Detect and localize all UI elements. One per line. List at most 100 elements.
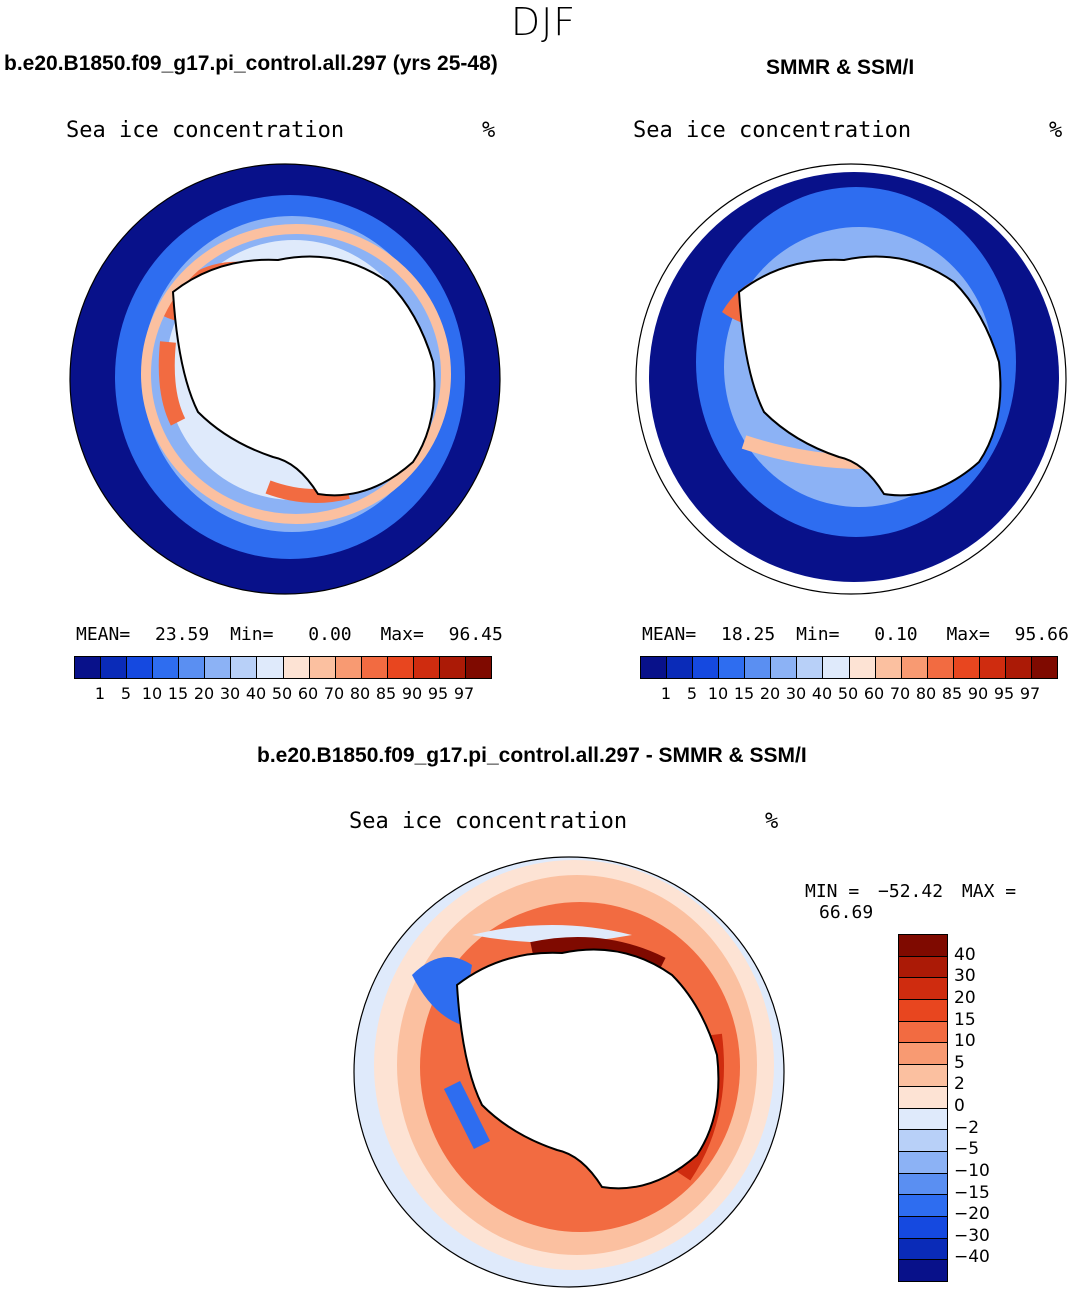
colorbar-segment: [283, 657, 310, 678]
colorbar-segment: [899, 978, 947, 1001]
colorbar-tick-label: 0: [954, 1096, 965, 1116]
diff-colorbar-ticks: 40 30 20 15 10 5 2 0 −2 −5 −10 −15 −20 −30 −40: [954, 934, 1014, 1280]
colorbar-segment: [797, 657, 824, 678]
colorbar-tick-label: 20: [193, 684, 215, 703]
colorbar-tick-label: 60: [863, 684, 885, 703]
colorbar-segment: [899, 1130, 947, 1152]
colorbar-segment: [153, 657, 180, 678]
colorbar-tick-label: 97: [1019, 684, 1041, 703]
model-min-label: Min=: [230, 624, 274, 645]
diff-stats: MIN = −52.42 MAX = 66.69: [805, 881, 1087, 923]
colorbar-tick-label: 10: [141, 684, 163, 703]
colorbar-tick-label: 40: [811, 684, 833, 703]
colorbar-tick-label: 30: [785, 684, 807, 703]
colorbar-segment: [231, 657, 258, 678]
colorbar-tick-label: 90: [967, 684, 989, 703]
colorbar-tick-label: 5: [120, 684, 132, 703]
colorbar-tick-label: −2: [954, 1117, 980, 1138]
colorbar-tick-label: −40: [954, 1247, 990, 1268]
colorbar-tick-label: 80: [915, 684, 937, 703]
colorbar-segment: [387, 657, 414, 678]
colorbar-tick-label: 50: [837, 684, 859, 703]
colorbar-segment: [309, 657, 336, 678]
colorbar-segment: [899, 1260, 947, 1281]
colorbar-segment: [179, 657, 206, 678]
colorbar-tick-label: 40: [954, 944, 976, 965]
obs-polar-map: [635, 163, 1067, 595]
colorbar-segment: [899, 1043, 947, 1066]
colorbar-segment: [719, 657, 746, 678]
colorbar-segment: [899, 1195, 947, 1217]
colorbar-segment: [899, 1000, 947, 1022]
colorbar-tick-label: 1: [660, 684, 672, 703]
colorbar-tick-label: −5: [954, 1139, 980, 1160]
diff-map-border: [353, 856, 785, 1288]
colorbar-segment: [361, 657, 388, 678]
model-map-border: [69, 163, 501, 595]
colorbar-segment: [257, 657, 284, 678]
colorbar-segment: [899, 1065, 947, 1087]
colorbar-segment: [875, 657, 902, 678]
obs-mean-value: 18.25: [721, 624, 776, 645]
colorbar-segment: [745, 657, 772, 678]
colorbar-tick-label: 30: [219, 684, 241, 703]
colorbar-segment: [899, 956, 947, 979]
diff-units-label: %: [765, 809, 779, 834]
colorbar-segment: [205, 657, 232, 678]
obs-min-label: Min=: [796, 624, 840, 645]
colorbar-segment: [823, 657, 850, 678]
colorbar-tick-label: 60: [297, 684, 319, 703]
colorbar-segment: [465, 657, 491, 678]
model-antarctica-coastline: [171, 255, 436, 497]
model-colorbar-ticks: 1 5 10 15 20 30 40 50 60 70 80 85 90 95 97: [87, 684, 477, 703]
colorbar-tick-label: 50: [271, 684, 293, 703]
obs-colorbar-ticks: 1 5 10 15 20 30 40 50 60 70 80 85 90 95 97: [653, 684, 1043, 703]
colorbar-tick-label: 15: [733, 684, 755, 703]
colorbar-segment: [101, 657, 128, 678]
colorbar-tick-label: 95: [427, 684, 449, 703]
colorbar-tick-label: 1: [94, 684, 106, 703]
colorbar-segment: [927, 657, 954, 678]
model-units-label: %: [482, 118, 496, 143]
obs-min-value: 0.10: [874, 624, 918, 645]
colorbar-tick-label: 30: [954, 966, 976, 987]
colorbar-segment: [439, 657, 466, 678]
colorbar-tick-label: 15: [167, 684, 189, 703]
colorbar-tick-label: −15: [954, 1182, 990, 1203]
colorbar-tick-label: 5: [686, 684, 698, 703]
colorbar-tick-label: 10: [707, 684, 729, 703]
colorbar-tick-label: 85: [941, 684, 963, 703]
colorbar-tick-label: −20: [954, 1204, 990, 1225]
diff-max-label: MAX =: [961, 881, 1017, 902]
colorbar-tick-label: 70: [889, 684, 911, 703]
model-peninsula-ice: [158, 341, 186, 426]
colorbar-segment: [899, 1238, 947, 1261]
model-max-label: Max=: [380, 624, 424, 645]
colorbar-segment: [849, 657, 876, 678]
model-min-value: 0.00: [308, 624, 352, 645]
colorbar-tick-label: 70: [323, 684, 345, 703]
diff-negative-patch-2: [443, 1080, 491, 1150]
colorbar-tick-label: 85: [375, 684, 397, 703]
colorbar-segment: [899, 1108, 947, 1131]
obs-max-label: Max=: [946, 624, 990, 645]
colorbar-tick-label: −30: [954, 1225, 990, 1246]
model-mean-label: MEAN=: [76, 624, 131, 645]
colorbar-tick-label: 90: [401, 684, 423, 703]
model-stats: MEAN= 23.59 Min= 0.00 Max= 96.45: [76, 624, 503, 645]
colorbar-segment: [1005, 657, 1032, 678]
colorbar-segment: [667, 657, 694, 678]
diff-colorbar: [898, 934, 948, 1282]
model-mean-value: 23.59: [155, 624, 210, 645]
diff-north-maximum: [530, 937, 666, 973]
diff-title: b.e20.B1850.f09_g17.pi_control.all.297 -…: [257, 744, 807, 767]
diff-max-value: 66.69: [819, 902, 874, 923]
colorbar-segment: [413, 657, 440, 678]
colorbar-segment: [953, 657, 980, 678]
obs-colorbar: [640, 656, 1058, 679]
colorbar-segment: [901, 657, 928, 678]
colorbar-segment: [1031, 657, 1057, 678]
obs-antarctica-coastline: [737, 255, 1002, 497]
model-colorbar: [74, 656, 492, 679]
model-case-title: b.e20.B1850.f09_g17.pi_control.all.297 (…: [4, 52, 498, 75]
